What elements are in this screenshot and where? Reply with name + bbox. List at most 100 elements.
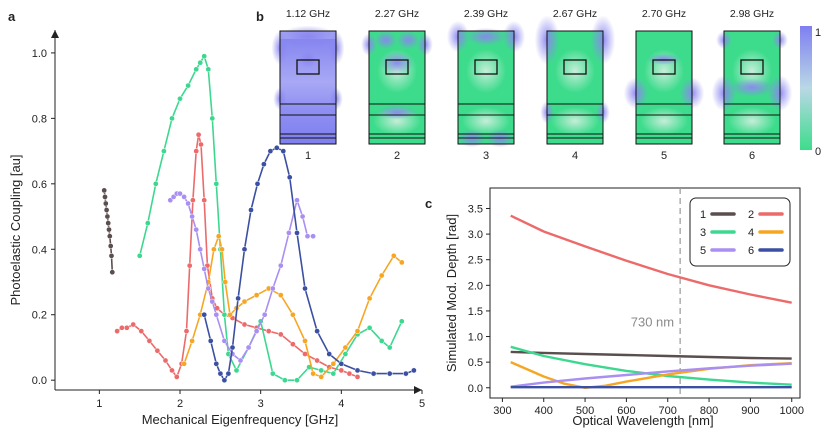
panel-a-series-4-point <box>290 311 296 318</box>
panel-a-series-3-point <box>342 351 349 357</box>
panel-c-legend-label: 6 <box>748 245 754 257</box>
panel-c-xtick-label: 1000 <box>779 405 803 417</box>
mode-waveguide-outline <box>546 30 604 145</box>
mode-index-label: 1 <box>305 150 311 162</box>
panel-c-xtick-label: 700 <box>659 405 677 417</box>
panel-a-series-2-line <box>116 134 358 379</box>
mode-frequency-label: 1.12 GHz <box>286 8 330 20</box>
mode-map-2: 2.27 GHz 2 <box>361 8 433 162</box>
panel-a-series-6-point <box>370 370 377 377</box>
panel-a-series-2-point <box>314 357 320 364</box>
panel-c-wavelength-marker-label: 730 nm <box>631 314 674 329</box>
panel-a-series-3-point <box>318 367 325 374</box>
panel-a-series-2-point <box>138 328 145 334</box>
mode-core-outline <box>740 59 764 75</box>
panel-c-legend-label: 1 <box>700 209 706 221</box>
panel-a-series-5-point <box>185 200 191 207</box>
panel-a-series-6-point <box>403 370 409 377</box>
panel-c-ytick-label: 0.5 <box>468 357 483 369</box>
panel-a-series-5-point <box>193 226 200 233</box>
panel-a-series-2-point <box>346 370 353 377</box>
mode-field-patch <box>640 107 688 135</box>
panel-a-series-2-point <box>169 367 175 374</box>
panel-a-series-4-point <box>302 338 308 344</box>
panel-a-series-4-point <box>277 292 284 298</box>
panel-a-series-6-point <box>241 246 248 253</box>
panel-a-series-2-point <box>302 351 308 357</box>
panel-c-legend-label: 4 <box>748 227 754 239</box>
panel-c-legend-label: 5 <box>700 245 706 257</box>
panel-a-series-2-point <box>198 141 204 148</box>
panel-a-series-5-point <box>294 197 300 204</box>
panel-a-series-3-point <box>169 115 175 122</box>
panel-a-series-6-point <box>261 161 267 168</box>
mode-core-outline <box>563 59 587 75</box>
panel-a-series-5-point <box>286 230 292 236</box>
panel-a-series-1-point <box>104 213 111 220</box>
panel-a-series-3-point <box>366 324 373 331</box>
panel-a-series-5-point <box>213 311 220 318</box>
panel-a-series-6-point <box>254 180 261 187</box>
panel-a-ytick-label: 0.0 <box>32 375 47 387</box>
panel-c-series-2-line <box>510 214 792 304</box>
panel-a-series-3-point <box>221 311 228 318</box>
panel-a-series-5-point <box>181 194 187 200</box>
panel-a-series-4-point <box>398 259 405 266</box>
panel-a-series-4-point <box>330 360 337 367</box>
panel-a-series-2-point <box>354 374 361 380</box>
panel-a-series-4-point <box>318 374 325 380</box>
panel-a-series-6-point <box>248 207 254 213</box>
mode-field-hotspot <box>647 53 681 65</box>
panel-a-series-3-point <box>294 377 300 384</box>
mode-map-6: 2.98 GHz 6 <box>711 8 793 162</box>
panel-c-ytick-label: 2.0 <box>468 280 483 292</box>
panel-c-xlabel: Optical Wavelength [nm] <box>572 413 713 428</box>
mode-field-hotspot <box>397 31 420 50</box>
panel-a-series-3-point <box>209 115 216 122</box>
mode-map-row: 1.12 GHz 1 2.27 GHz 2 2.39 GHz 3 2.67 GHz 4 2.70… <box>271 8 793 162</box>
panel-a-series-3-point <box>378 338 385 344</box>
panel-c-series-5-line <box>510 362 792 388</box>
mode-field-hotspot <box>729 78 775 97</box>
panel-a-series-3-point <box>213 180 220 187</box>
mode-index-label: 2 <box>394 150 400 162</box>
panel-a-series-4-point <box>366 295 373 302</box>
panel-a-series-6-point <box>201 311 208 318</box>
panel-a-series-4-point <box>378 272 385 279</box>
panel-a-series-6-point <box>411 367 417 374</box>
panel-a-series-1-point <box>102 194 108 200</box>
mode-map-5: 2.70 GHz 5 <box>623 8 705 162</box>
panel-a-series-5-point <box>245 344 252 351</box>
panel-a-series-1-point <box>103 207 110 213</box>
panel-a-series-6-point <box>280 148 287 154</box>
panel-c-xtick-label: 800 <box>700 405 718 417</box>
panel-a-ytick-label: 0.4 <box>32 244 47 256</box>
panel-a-series-4-point <box>211 246 217 253</box>
mode-frequency-label: 2.27 GHz <box>375 8 419 20</box>
panel-a-series-5-point <box>261 311 268 318</box>
panel-c-series <box>510 214 792 389</box>
panel-a-series-6-point <box>294 230 300 236</box>
panel-a-series-6-point <box>225 370 232 377</box>
mode-core-outline <box>474 59 498 75</box>
mode-waveguide-outline <box>368 30 426 145</box>
panel-a-series-2-point <box>186 262 193 269</box>
panel-a-series-6-point <box>273 144 280 151</box>
mode-waveguide-outline <box>723 30 781 145</box>
mode-map-1: 1.12 GHz 1 <box>271 8 345 162</box>
panel-a-chart: 1 2 3 4 5 0.0 0.2 0.4 0.6 0.8 1.0 Mechanical Eigen… <box>8 30 425 427</box>
panel-a-series-3-point <box>233 367 240 374</box>
colorbar <box>800 26 812 150</box>
panel-a-series-3-point <box>201 53 208 60</box>
panel-a-ytick-label: 0.2 <box>32 310 47 322</box>
panel-a-series <box>101 53 417 384</box>
panel-a-series-1-point <box>102 200 109 207</box>
panel-a-xtick-label: 1 <box>96 398 102 410</box>
panel-label-a: a <box>8 9 16 24</box>
panel-a-series-3-point <box>386 344 393 351</box>
panel-a-series-3-point <box>269 370 276 377</box>
panel-c-ylabel: Simulated Mod. Depth [rad] <box>444 214 459 372</box>
panel-a-series-4-point <box>215 233 222 240</box>
panel-a-series-3-point <box>398 318 405 325</box>
